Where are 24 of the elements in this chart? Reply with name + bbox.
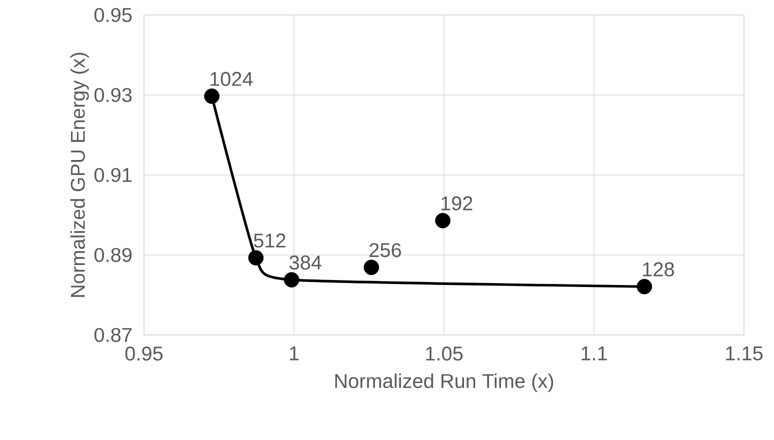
annotation: 256 — [370, 243, 401, 258]
y-tick-label: 0.91 — [94, 168, 132, 182]
annotation: 384 — [290, 256, 322, 270]
annotation: 512 — [254, 234, 286, 248]
x-tick-label: 1.1 — [582, 346, 607, 360]
x-tick-label: 1.05 — [426, 346, 463, 361]
x-tick-label: 1 — [290, 346, 299, 360]
y-tick-label: 0.93 — [94, 88, 132, 102]
y-tick-label: 0.87 — [94, 328, 132, 342]
point — [248, 250, 264, 266]
point — [435, 212, 450, 228]
y-axis-title: Normalized GPU Energy (x) — [70, 52, 89, 297]
x-axis-title: Normalized Run Time (x) — [335, 373, 554, 392]
annotation: 192 — [442, 196, 472, 210]
point — [284, 272, 300, 288]
annotation: 128 — [643, 262, 674, 276]
x-tick-label: 1.15 — [726, 346, 763, 360]
point — [364, 260, 380, 276]
point — [204, 88, 220, 104]
point — [636, 278, 652, 294]
y-tick-label: 0.89 — [94, 248, 132, 262]
annotation: 1024 — [210, 72, 253, 86]
y-tick-label: 0.95 — [94, 8, 132, 22]
x-tick-label: 0.95 — [125, 346, 163, 361]
